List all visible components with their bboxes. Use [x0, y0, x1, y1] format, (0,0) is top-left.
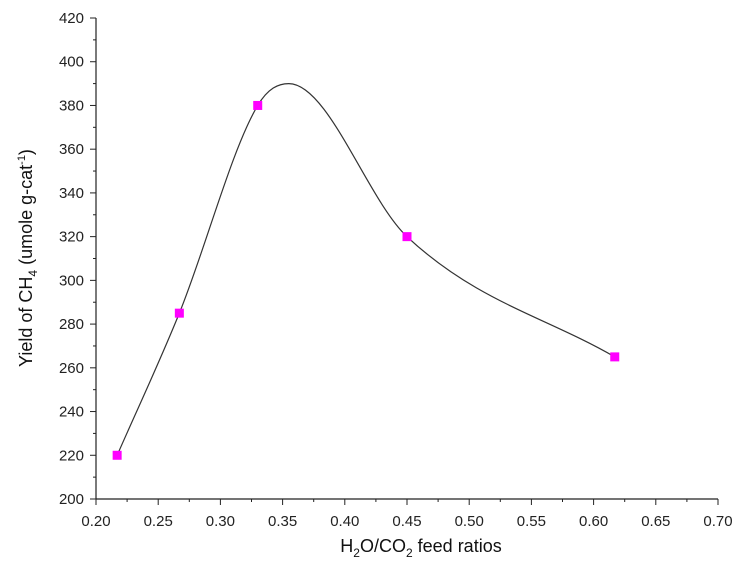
y-tick-label: 260 — [59, 360, 84, 377]
data-points — [112, 100, 620, 460]
x-tick-label: 0.30 — [206, 513, 235, 530]
y-tick-label: 400 — [59, 54, 84, 71]
x-tick-label: 0.45 — [392, 513, 421, 530]
x-tick-label: 0.35 — [268, 513, 297, 530]
x-tick-label: 0.25 — [144, 513, 173, 530]
y-axis-title: Yield of CH4 (umole g-cat-1) — [16, 149, 40, 367]
x-tick-label: 0.60 — [579, 513, 608, 530]
data-point — [402, 232, 412, 242]
x-tick-label: 0.65 — [641, 513, 670, 530]
y-tick-label: 200 — [59, 491, 84, 508]
y-axis-ticks: 200 220 240 260 280 300 320 340 360 380 400 420 — [59, 10, 96, 508]
x-tick-label: 0.40 — [330, 513, 359, 530]
y-tick-label: 280 — [59, 316, 84, 333]
y-tick-label: 360 — [59, 141, 84, 158]
y-tick-label: 340 — [59, 185, 84, 202]
y-tick-label: 240 — [59, 404, 84, 421]
x-tick-label: 0.20 — [81, 513, 110, 530]
fit-curve — [116, 82, 616, 456]
y-tick-label: 300 — [59, 272, 84, 289]
y-tick-label: 220 — [59, 447, 84, 464]
x-tick-label: 0.50 — [455, 513, 484, 530]
y-tick-label: 420 — [59, 10, 84, 27]
x-axis-title: H2O/CO2 feed ratios — [340, 536, 501, 560]
data-point — [174, 308, 184, 318]
x-axis-ticks: 0.20 0.25 0.30 0.35 0.40 0.45 0.50 0.55 0.60 0.65… — [81, 499, 733, 530]
data-point — [610, 352, 620, 362]
y-tick-label: 380 — [59, 97, 84, 114]
data-point — [112, 450, 122, 460]
x-tick-label: 0.70 — [703, 513, 732, 530]
x-tick-label: 0.55 — [517, 513, 546, 530]
data-point — [253, 100, 263, 110]
y-tick-label: 320 — [59, 229, 84, 246]
